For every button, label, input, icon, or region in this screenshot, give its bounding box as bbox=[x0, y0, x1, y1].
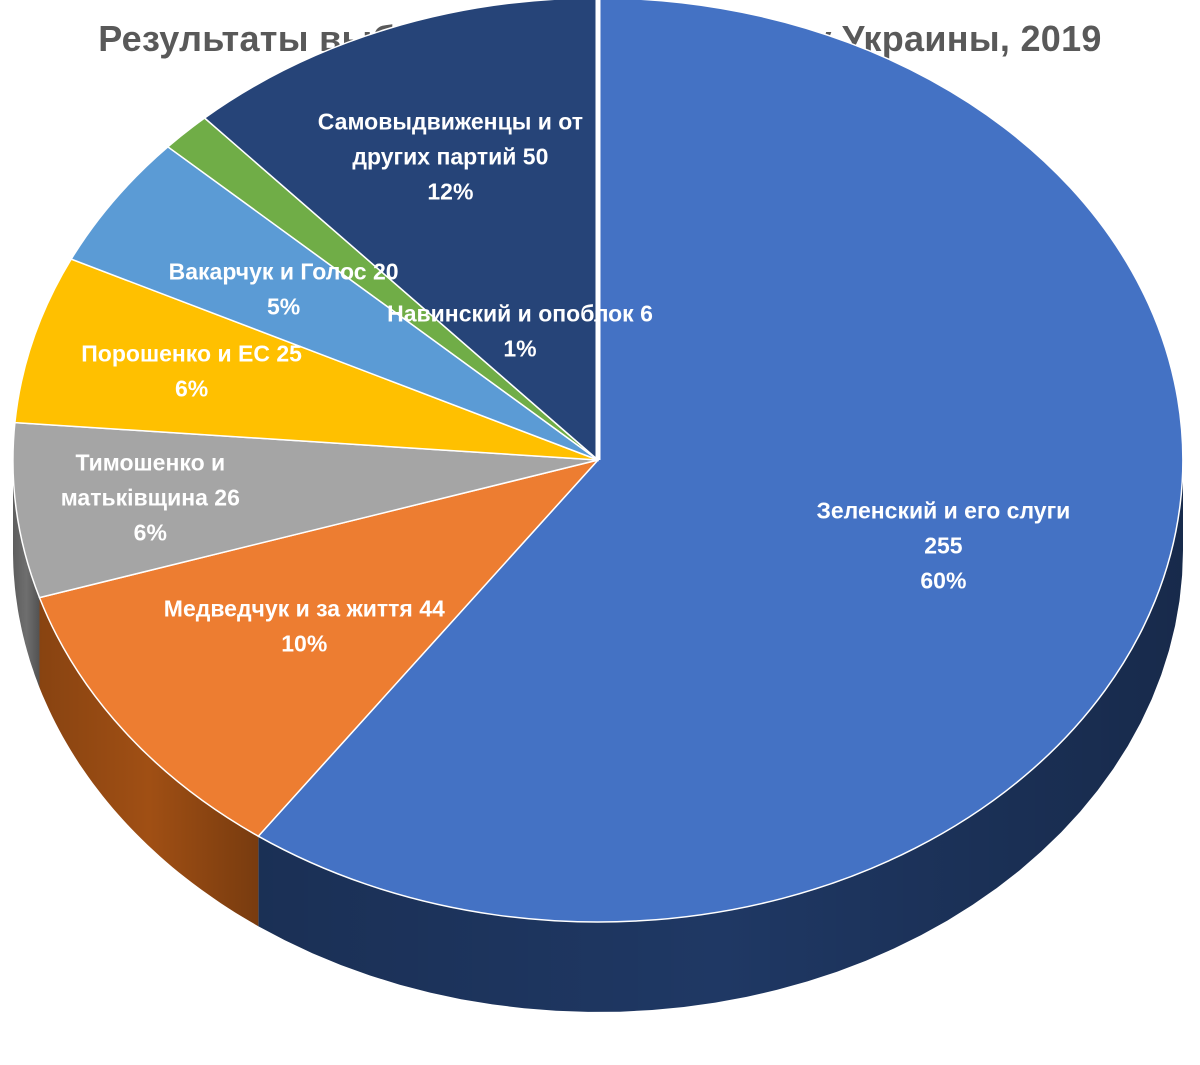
pie-side-shade-0 bbox=[258, 460, 1183, 1012]
pie-slice-0 bbox=[257, 0, 1184, 923]
slice-label-line: Самовыдвиженцы и от bbox=[318, 108, 583, 134]
slice-label-2: Тимошенко и матьківщина 26 6% bbox=[61, 449, 240, 545]
slice-label-1: Медведчук и за життя 44 10% bbox=[164, 596, 445, 657]
slice-label-line: Порошенко и ЕС 25 bbox=[81, 340, 302, 366]
pie-slice-3 bbox=[14, 258, 599, 461]
slice-label-line: 6% bbox=[175, 375, 208, 401]
pie-side-shade-2 bbox=[13, 460, 40, 688]
slice-label-line: 12% bbox=[427, 178, 473, 204]
slice-label-line: Тимошенко и bbox=[75, 449, 225, 475]
slice-label-5: Навинский и опоблок 6 1% bbox=[387, 301, 653, 362]
slice-label-0: Зеленский и его слуги 255 60% bbox=[816, 497, 1070, 593]
pie-slice-1 bbox=[38, 458, 601, 838]
slice-label-line: Медведчук и за життя 44 bbox=[164, 596, 445, 622]
slice-label-6: Самовыдвиженцы и от других партий 50 12% bbox=[318, 108, 583, 204]
slice-label-line: других партий 50 bbox=[352, 143, 548, 169]
slice-label-line: 6% bbox=[134, 519, 167, 545]
slice-label-line: 5% bbox=[267, 294, 300, 320]
pie-side-shade-1 bbox=[39, 597, 259, 927]
pie-slice-2 bbox=[12, 421, 599, 599]
pie-slice-6 bbox=[203, 0, 599, 462]
slice-label-line: 255 bbox=[924, 532, 963, 558]
slice-label-line: Зеленский и его слуги bbox=[816, 497, 1070, 523]
slice-label-line: матьківщина 26 bbox=[61, 484, 240, 510]
slice-label-3: Порошенко и ЕС 25 6% bbox=[81, 340, 302, 401]
slice-label-line: 60% bbox=[920, 567, 966, 593]
slice-label-4: Вакарчук и Голос 20 5% bbox=[169, 259, 399, 320]
slice-label-line: Вакарчук и Голос 20 bbox=[169, 259, 399, 285]
slice-label-line: Навинский и опоблок 6 bbox=[387, 301, 653, 327]
slice-label-line: 10% bbox=[281, 631, 327, 657]
slice-label-line: 1% bbox=[503, 336, 536, 362]
pie-slice-4 bbox=[70, 145, 599, 461]
